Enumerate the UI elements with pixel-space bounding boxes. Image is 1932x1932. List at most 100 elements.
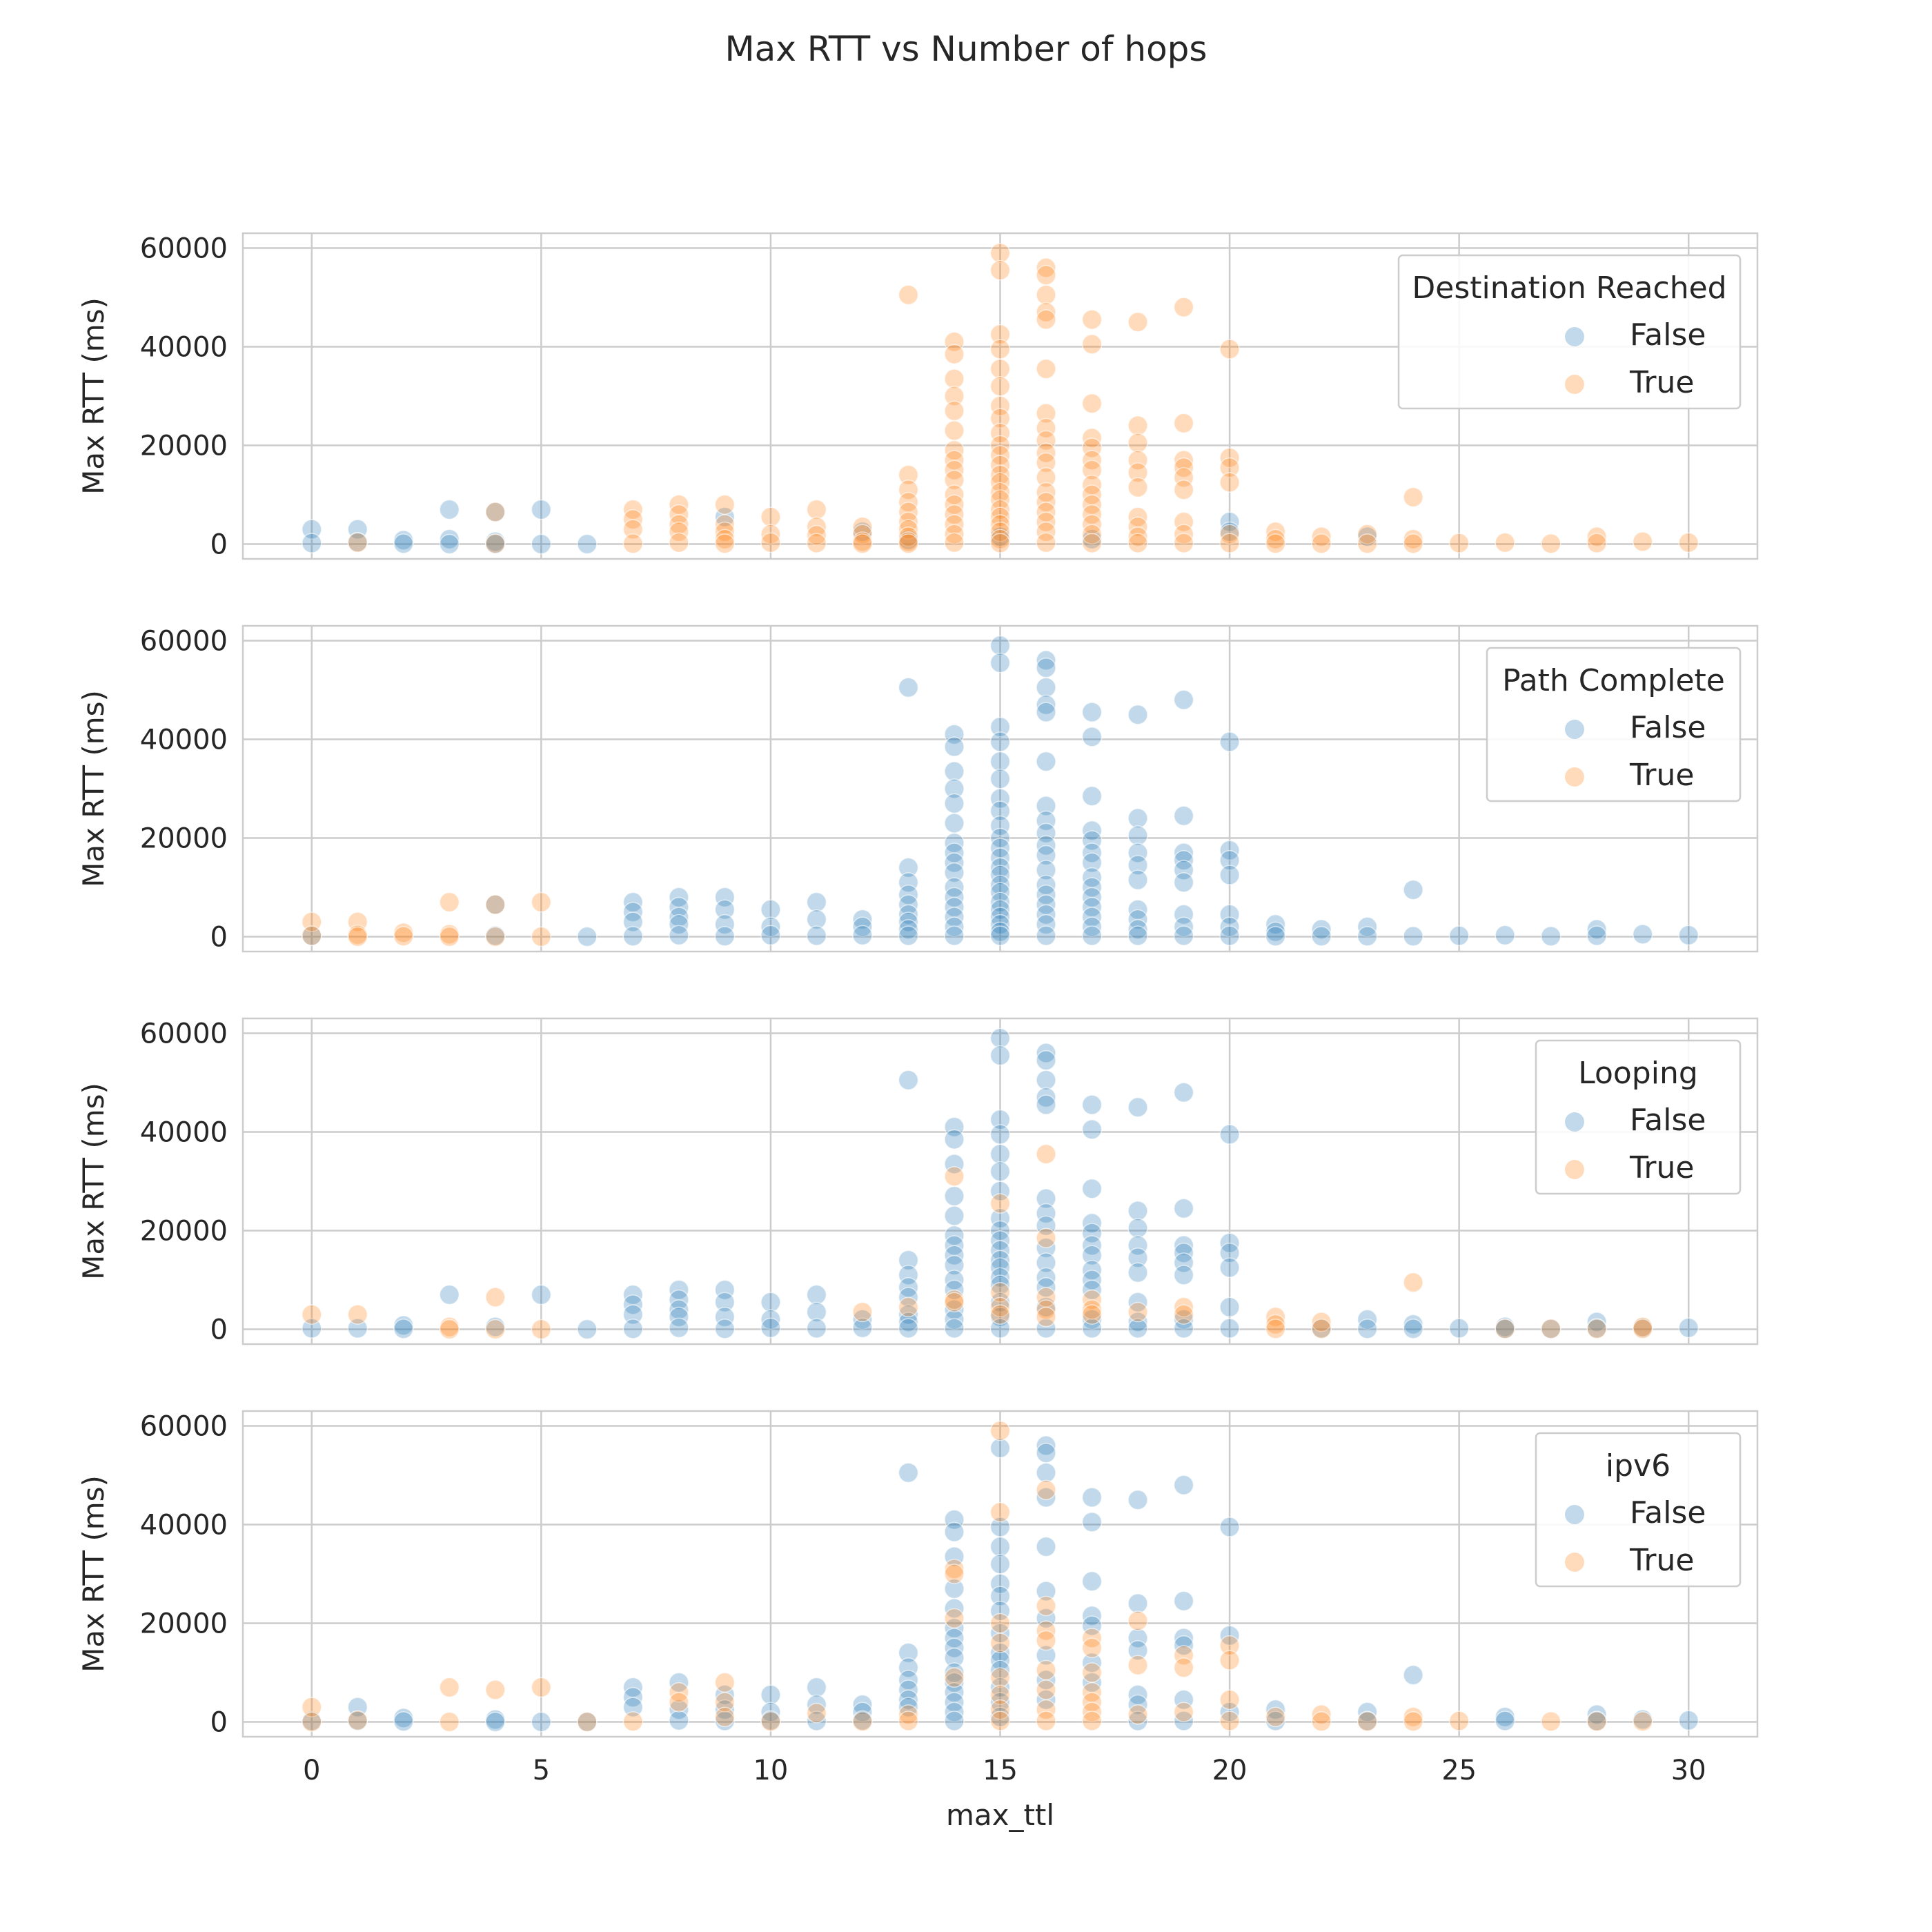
data-point [1173, 413, 1194, 434]
legend-title: Path Complete [1502, 663, 1725, 698]
data-point [852, 1301, 873, 1323]
data-point [1265, 921, 1286, 943]
data-point [1036, 1043, 1056, 1063]
data-point [393, 1711, 414, 1732]
y-tick-label: 0 [210, 529, 228, 561]
data-point [1173, 1198, 1194, 1219]
data-point [989, 1692, 1011, 1713]
data-point [1036, 403, 1056, 424]
data-point [714, 1699, 736, 1720]
data-point [1036, 1050, 1056, 1071]
data-point [1081, 437, 1103, 458]
data-point [944, 736, 965, 757]
data-point [989, 857, 1011, 878]
data-point [898, 857, 919, 878]
data-point [714, 887, 736, 908]
data-point [1036, 810, 1056, 831]
data-point [714, 1306, 736, 1328]
data-point [989, 1553, 1011, 1575]
data-point [944, 1521, 965, 1542]
data-point [1219, 457, 1240, 478]
data-point [1081, 727, 1103, 747]
data-point [898, 1462, 919, 1483]
y-tick-label: 0 [210, 1314, 228, 1346]
data-point [1081, 785, 1103, 807]
data-point [714, 1684, 736, 1705]
data-point [1127, 526, 1148, 547]
data-point [1127, 1096, 1148, 1118]
data-point [944, 761, 965, 782]
data-point [669, 1692, 689, 1713]
legend-marker [1565, 1160, 1584, 1179]
data-point [989, 652, 1011, 673]
data-point [1495, 1319, 1515, 1339]
data-point [1173, 1309, 1194, 1330]
data-point [989, 1711, 1011, 1731]
data-point [989, 506, 1011, 527]
data-point [1678, 925, 1699, 946]
data-point [944, 469, 965, 491]
data-point [531, 499, 552, 520]
data-point [1036, 257, 1056, 278]
data-point [1173, 511, 1194, 533]
data-point [714, 1706, 736, 1728]
data-point [669, 514, 689, 535]
data-point [1127, 808, 1148, 829]
data-point [898, 904, 919, 925]
data-point [347, 532, 368, 553]
data-point [1036, 822, 1056, 844]
data-point [852, 909, 873, 930]
data-point [1173, 1235, 1194, 1256]
data-point [714, 494, 736, 515]
data-point [1036, 1711, 1056, 1731]
data-point [944, 916, 965, 937]
data-point [806, 1677, 827, 1698]
data-point [1036, 1203, 1056, 1224]
data-point [1357, 926, 1378, 947]
data-point [989, 1501, 1011, 1523]
data-point [1219, 1635, 1240, 1656]
data-point [944, 1702, 965, 1722]
data-point [944, 1564, 965, 1584]
data-point [1495, 532, 1515, 553]
y-tick-label: 40000 [140, 724, 228, 756]
x-tick-label: 20 [1212, 1755, 1248, 1786]
data-point [1540, 1711, 1561, 1732]
series-true [302, 891, 552, 947]
x-axis-label: max_ttl [946, 1798, 1054, 1832]
data-point [669, 1699, 689, 1720]
data-point [1081, 460, 1103, 481]
data-point [989, 731, 1011, 752]
data-point [1540, 1319, 1561, 1339]
data-point [347, 926, 368, 947]
data-point [1173, 1304, 1194, 1325]
legend: Path Complete False True [1486, 647, 1742, 802]
data-point [989, 242, 1011, 264]
data-point [1036, 1479, 1056, 1501]
x-tick-label: 0 [303, 1755, 320, 1786]
data-point [1127, 1640, 1148, 1661]
data-point [1127, 842, 1148, 863]
data-point [1127, 1610, 1148, 1631]
data-point [1127, 869, 1148, 891]
data-point [1081, 1570, 1103, 1592]
data-point [944, 386, 965, 406]
data-point [622, 926, 644, 947]
data-point [944, 400, 965, 422]
data-point [1036, 1228, 1056, 1248]
data-point [669, 1299, 689, 1320]
legend: Looping False True [1535, 1039, 1742, 1195]
data-point [1081, 1615, 1103, 1636]
data-point [1036, 265, 1056, 286]
data-point [1448, 1711, 1470, 1731]
data-point [806, 1301, 827, 1323]
data-point [622, 1711, 644, 1732]
data-point [1219, 904, 1240, 925]
data-point [852, 1711, 873, 1732]
figure-title: Max RTT vs Number of hops [724, 29, 1208, 69]
legend-label: True [1629, 758, 1694, 793]
data-point [989, 1573, 1011, 1595]
data-point [944, 1154, 965, 1174]
data-point [989, 874, 1011, 896]
data-point [714, 1319, 736, 1339]
